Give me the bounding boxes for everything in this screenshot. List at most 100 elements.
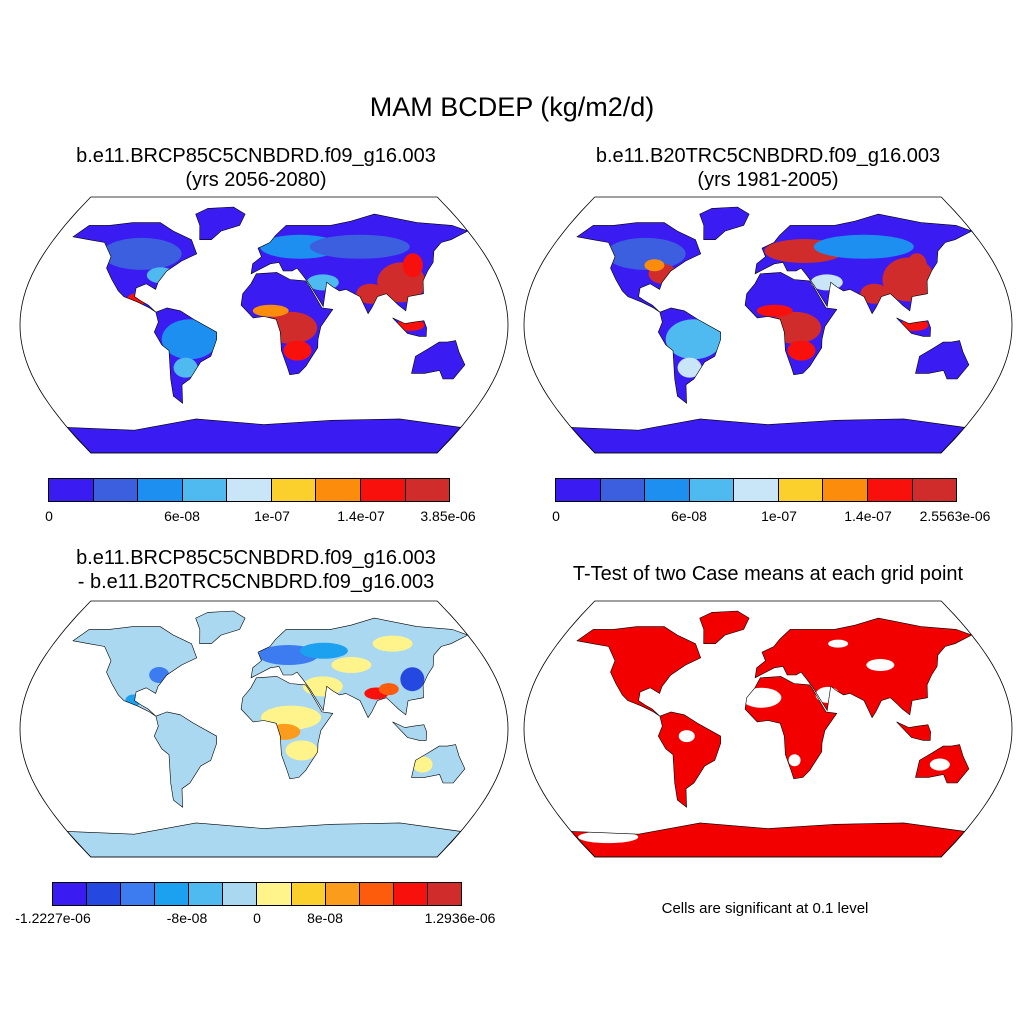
field-cell: [285, 740, 318, 761]
field-cell: [268, 723, 301, 740]
colorbar-swatch: [53, 883, 88, 905]
map-boundary: [19, 600, 509, 858]
australia-coastline: [915, 340, 970, 380]
cbar-tick-label: 1.4e-07: [844, 508, 892, 524]
colorbar-swatch: [427, 883, 461, 905]
field-cell: [299, 642, 348, 659]
eurasia-coastline: [754, 213, 973, 315]
north-america-coastline: [72, 222, 198, 313]
field-cell: [309, 234, 410, 259]
indonesia-coastline: [896, 317, 931, 337]
field-cell: [396, 319, 425, 331]
land-field: [67, 207, 468, 453]
cbar-tick-label: -8e-08: [166, 910, 208, 926]
eurasia-coastline: [250, 213, 469, 315]
africa-coastline: [240, 676, 334, 780]
difference-title: b.e11.BRCP85C5CNBDRD.f09_g16.003: [76, 547, 436, 569]
field-cell: [900, 319, 929, 331]
colorbar-swatch: [734, 479, 779, 501]
field-cell: [400, 667, 425, 692]
south-america-coastline: [153, 307, 218, 404]
field-cell: [252, 304, 289, 317]
field-cell: [828, 639, 849, 648]
greenland-coastline: [195, 610, 246, 644]
colorbar-swatch: [189, 883, 224, 905]
north-america-coastline: [576, 626, 702, 717]
case-title: b.e11.BRCP85C5CNBDRD.f09_g16.003: [76, 145, 436, 167]
colorbar-swatch: [87, 883, 122, 905]
greenland-coastline: [699, 610, 750, 644]
indonesia-coastline: [392, 721, 427, 741]
case-map: [19, 196, 509, 454]
difference-map: [19, 600, 509, 858]
field-cell: [161, 319, 218, 360]
panel-title-difference: b.e11.BRCP85C5CNBDRD.f09_g16.003 - b.e11…: [0, 546, 512, 594]
field-cell: [929, 758, 950, 771]
africa-coastline: [240, 272, 334, 376]
cbar-tick-label: 6e-08: [164, 508, 200, 524]
cbar-tick-label: 1.2936e-06: [424, 910, 496, 926]
colorbar-swatch: [867, 479, 913, 501]
panel-title-case: b.e11.BRCP85C5CNBDRD.f09_g16.003 (yrs 20…: [0, 144, 512, 192]
north-america-coastline: [576, 222, 702, 313]
field-cell: [372, 635, 413, 652]
field-cell: [906, 253, 927, 278]
indonesia-coastline: [896, 721, 931, 741]
map-boundary: [19, 196, 509, 454]
difference-colorbar: [52, 882, 462, 906]
cbar-tick-label: 1e-07: [761, 508, 797, 524]
field-cell: [756, 304, 793, 317]
field-cell: [101, 237, 182, 270]
field-cell: [644, 259, 665, 272]
north-america-coastline: [72, 626, 198, 717]
panel-title-control: b.e11.B20TRC5CNBDRD.f09_g16.003 (yrs 198…: [512, 144, 1024, 192]
field-cell: [173, 357, 198, 378]
greenland-coastline: [195, 206, 246, 240]
control-map: [523, 196, 1013, 454]
main-title: MAM BCDEP (kg/m2/d): [369, 92, 655, 122]
field-cell: [402, 253, 423, 278]
eurasia-coastline: [250, 617, 469, 719]
colorbar-swatch: [600, 479, 646, 501]
control-colorbar: [555, 478, 957, 502]
field-cell: [741, 687, 782, 708]
field-cell: [126, 293, 147, 306]
field-cell: [605, 237, 686, 270]
australia-coastline: [411, 340, 466, 380]
south-america-coastline: [657, 307, 722, 404]
map-boundary: [523, 600, 1013, 858]
colorbar-swatch: [223, 883, 258, 905]
map-boundary: [523, 196, 1013, 454]
colorbar-swatch: [291, 883, 326, 905]
cbar-tick-label: 6e-08: [671, 508, 707, 524]
cbar-tick-label: 0: [253, 910, 261, 926]
field-cell: [578, 831, 639, 844]
ttest-map: [523, 600, 1013, 858]
colorbar-swatch: [360, 479, 406, 501]
australia-coastline: [915, 744, 970, 784]
field-cell: [677, 357, 702, 378]
colorbar-swatch: [778, 479, 824, 501]
colorbar-swatch: [257, 883, 292, 905]
cbar-tick-label: 8e-08: [307, 910, 343, 926]
land-field: [571, 611, 972, 857]
difference-subtitle: - b.e11.B20TRC5CNBDRD.f09_g16.003: [77, 571, 435, 593]
field-cell: [146, 267, 175, 284]
colorbar-swatch: [93, 479, 139, 501]
australia-coastline: [411, 744, 466, 784]
colorbar-swatch: [645, 479, 690, 501]
field-cell: [860, 283, 889, 304]
field-cell: [665, 319, 722, 360]
field-cell: [378, 683, 399, 696]
field-cell: [125, 694, 142, 707]
greenland-coastline: [699, 206, 750, 240]
case-subtitle: (yrs 2056-2080): [185, 169, 327, 191]
colorbar-swatch: [393, 883, 428, 905]
africa-coastline: [744, 272, 838, 376]
field-cell: [149, 666, 170, 683]
colorbar-swatch: [325, 883, 360, 905]
colorbar-swatch: [121, 883, 156, 905]
south-america-coastline: [657, 711, 722, 808]
colorbar-swatch: [155, 883, 190, 905]
cbar-tick-label: -1.2227e-06: [15, 910, 91, 926]
